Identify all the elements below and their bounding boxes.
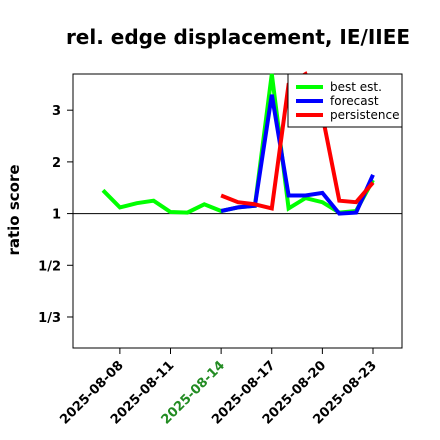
- legend-label: persistence: [330, 108, 399, 122]
- y-tick-label: 1/3: [38, 311, 61, 326]
- y-tick-label: 1: [52, 208, 61, 223]
- y-axis: 3 2 1 1/2 1/3: [38, 104, 73, 326]
- legend-label: forecast: [330, 94, 379, 108]
- y-tick-label: 3: [52, 104, 61, 119]
- legend-label: best est.: [330, 80, 382, 94]
- x-axis: 2025-08-082025-08-112025-08-142025-08-17…: [57, 348, 380, 428]
- y-tick-label: 2: [52, 156, 61, 171]
- series-line: [220, 94, 375, 216]
- plot-frame: [72, 73, 403, 349]
- chart-title: rel. edge displacement, IE/IIEE: [66, 25, 410, 49]
- y-axis-label: ratio score: [5, 164, 23, 255]
- y-tick-label: 1/2: [38, 259, 61, 274]
